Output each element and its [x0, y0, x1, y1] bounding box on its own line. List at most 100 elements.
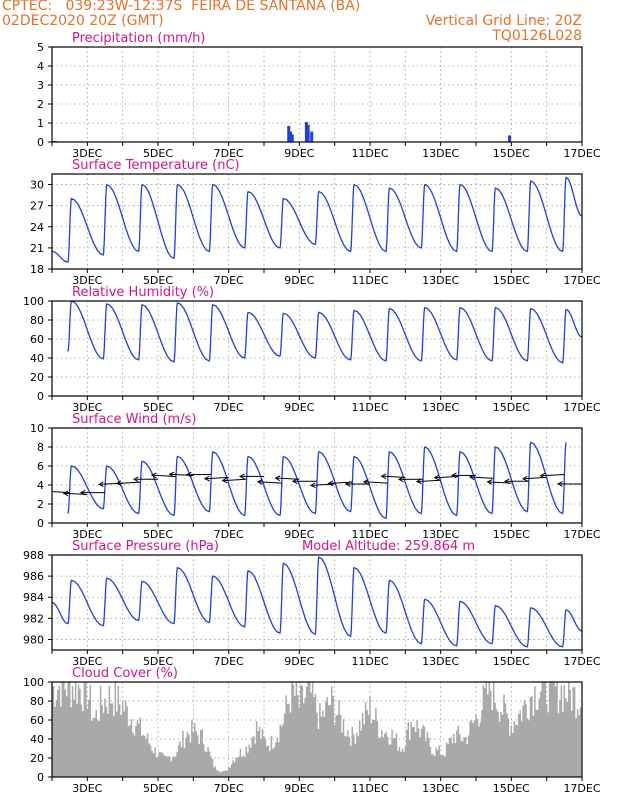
precipitation-bar	[287, 125, 291, 142]
humidity-ytick-label: 0	[37, 390, 44, 403]
cloud-xtick-label: 17DEC	[563, 782, 600, 795]
precipitation-ytick-label: 5	[37, 41, 44, 54]
wind-vector	[415, 478, 441, 485]
precipitation-bar	[306, 124, 310, 142]
wind-vector	[168, 471, 194, 478]
precipitation-xtick-label: 9DEC	[284, 147, 314, 160]
precipitation-plot	[52, 122, 512, 142]
cloud-xtick-label: 11DEC	[351, 782, 388, 795]
wind-vector	[503, 478, 530, 485]
pressure-ytick-label: 980	[23, 633, 44, 646]
wind-vector	[397, 476, 424, 483]
precipitation-bar	[508, 135, 512, 142]
pressure-xtick-label: 11DEC	[351, 655, 388, 668]
humidity-xtick-label: 7DEC	[214, 401, 244, 414]
wind-vector	[115, 480, 141, 487]
wind-vector	[221, 477, 247, 484]
temperature-title: Surface Temperature (nC)	[72, 158, 240, 173]
wind-vector	[150, 472, 176, 479]
wind-xtick-label: 15DEC	[493, 528, 530, 541]
humidity-ytick-label: 40	[30, 352, 44, 365]
wind-ytick-label: 4	[37, 479, 44, 492]
temperature-ytick-label: 27	[30, 200, 44, 213]
wind-xtick-label: 17DEC	[563, 528, 600, 541]
temperature-series-line	[52, 176, 582, 263]
precipitation-bar	[289, 131, 292, 142]
humidity-xtick-label: 15DEC	[493, 401, 530, 414]
wind-vector	[521, 475, 547, 482]
temperature-xtick-label: 11DEC	[351, 274, 388, 287]
pressure-frame	[51, 554, 583, 651]
humidity-xtick-label: 13DEC	[422, 401, 459, 414]
precipitation-xtick-label: 7DEC	[214, 147, 244, 160]
humidity-xtick-label: 11DEC	[351, 401, 388, 414]
wind-ytick-label: 0	[37, 517, 44, 530]
precipitation-ytick-label: 0	[37, 136, 44, 149]
temperature-xtick-label: 3DEC	[72, 274, 102, 287]
wind-vector	[468, 474, 494, 481]
wind-vector	[274, 475, 300, 482]
wind-xtick-label: 5DEC	[143, 528, 173, 541]
humidity-ytick-label: 20	[30, 371, 44, 384]
panel-cloud: Cloud Cover (%) 0 20 40 60 80 100 3DEC 5DEC 7DEC 9…	[23, 666, 601, 795]
cloud-area	[52, 682, 582, 777]
temperature-ytick-label: 30	[30, 179, 44, 192]
temperature-ytick-label: 24	[30, 221, 44, 234]
wind-series-line	[67, 441, 567, 520]
cloud-title: Cloud Cover (%)	[72, 666, 178, 681]
temperature-xtick-label: 13DEC	[422, 274, 459, 287]
cloud-ytick-label: 0	[37, 771, 44, 784]
pressure-xtick-label: 9DEC	[284, 655, 314, 668]
wind-xtick-label: 7DEC	[214, 528, 244, 541]
temperature-xtick-label: 15DEC	[493, 274, 530, 287]
temperature-xtick-label: 7DEC	[214, 274, 244, 287]
humidity-ytick-label: 60	[30, 333, 44, 346]
wind-vector	[539, 472, 565, 479]
cloud-xtick-label: 3DEC	[72, 782, 102, 795]
wind-ytick-label: 6	[37, 460, 44, 473]
precipitation-bar	[310, 131, 314, 142]
humidity-title: Relative Humidity (%)	[72, 285, 214, 300]
pressure-subtitle: Model Altitude: 259.864 m	[302, 539, 475, 554]
wind-vector	[362, 479, 388, 485]
wind-ytick-label: 2	[37, 498, 44, 511]
temperature-xtick-label: 9DEC	[284, 274, 314, 287]
temperature-frame	[51, 173, 583, 270]
wind-ytick-label: 10	[30, 422, 44, 435]
precipitation-xtick-label: 17DEC	[563, 147, 600, 160]
panel-precipitation: Precipitation (mm/h) 0 1 2 3 4 5 3DEC 5DEC 7DEC 9D…	[37, 31, 601, 160]
wind-xtick-label: 13DEC	[422, 528, 459, 541]
pressure-ytick-label: 988	[23, 549, 44, 562]
pressure-plot	[52, 556, 582, 648]
pressure-xtick-label: 7DEC	[214, 655, 244, 668]
wind-plot	[52, 441, 582, 520]
wind-vector	[291, 478, 318, 485]
wind-frame	[51, 427, 583, 524]
precipitation-ytick-label: 4	[37, 60, 44, 73]
temperature-ytick-label: 21	[30, 242, 44, 255]
precipitation-ytick-label: 2	[37, 98, 44, 111]
wind-xtick-label: 3DEC	[72, 528, 102, 541]
temperature-xtick-label: 5DEC	[143, 274, 173, 287]
cloud-xtick-label: 5DEC	[143, 782, 173, 795]
wind-vector	[132, 476, 159, 483]
header-run-time: 02DEC2020 20Z (GMT)	[2, 13, 164, 29]
wind-vector	[62, 490, 88, 497]
pressure-ytick-label: 984	[23, 591, 44, 604]
wind-xtick-label: 9DEC	[284, 528, 314, 541]
pressure-xtick-label: 15DEC	[493, 655, 530, 668]
wind-xtick-label: 11DEC	[351, 528, 388, 541]
panel-humidity: Relative Humidity (%) 0 20 40 60 80 100 3DEC 5DE…	[23, 285, 601, 414]
wind-vector	[79, 489, 106, 496]
header-grid-line: Vertical Grid Line: 20Z	[425, 13, 582, 29]
humidity-series-line	[67, 301, 582, 364]
pressure-xtick-label: 17DEC	[563, 655, 600, 668]
precipitation-bar	[304, 122, 308, 142]
cloud-xtick-label: 15DEC	[493, 782, 530, 795]
cloud-ytick-label: 40	[30, 733, 44, 746]
precipitation-xtick-label: 5DEC	[143, 147, 173, 160]
wind-vector	[185, 471, 212, 478]
wind-vector	[556, 481, 582, 487]
pressure-ytick-label: 982	[23, 612, 44, 625]
pressure-series-line	[52, 556, 582, 648]
